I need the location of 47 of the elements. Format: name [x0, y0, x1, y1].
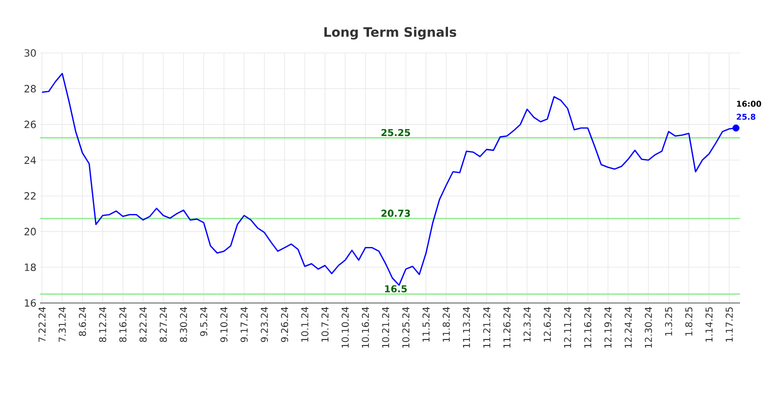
x-tick-label: 1.14.25	[705, 307, 713, 342]
y-tick-label: 16	[24, 299, 36, 307]
x-tick-label: 9.26.24	[280, 307, 288, 342]
x-tick-label: 9.5.24	[200, 307, 208, 336]
x-tick-label: 8.16.24	[119, 307, 126, 342]
x-tick-label: 1.8.25	[685, 307, 692, 336]
x-tick-label: 11.21.24	[483, 307, 490, 348]
x-tick-label: 10.7.24	[321, 307, 329, 342]
x-tick-label: 12.30.24	[644, 307, 652, 348]
x-tick-label: 11.13.24	[462, 307, 470, 348]
x-tick-label: 8.30.24	[180, 307, 188, 342]
x-tick-label: 7.31.24	[58, 307, 66, 342]
x-tick-label: 10.21.24	[382, 307, 390, 348]
x-tick-label: 8.12.24	[99, 307, 106, 342]
y-tick-label: 24	[24, 156, 36, 164]
ref-line-label: 20.73	[382, 210, 410, 217]
x-tick-label: 8.22.24	[139, 307, 147, 342]
x-tick-label: 8.6.24	[78, 307, 86, 336]
x-tick-label: 12.19.24	[604, 307, 612, 348]
y-tick-label: 22	[24, 192, 36, 200]
x-tick-label: 10.25.24	[402, 307, 410, 348]
x-tick-label: 9.17.24	[240, 307, 248, 342]
x-tick-label: 11.26.24	[503, 307, 510, 348]
x-tick-label: 10.10.24	[342, 307, 349, 348]
ref-line-label: 16.5	[385, 285, 407, 292]
x-tick-label: 8.27.24	[160, 307, 167, 342]
x-tick-label: 12.24.24	[624, 307, 632, 348]
y-tick-label: 30	[24, 49, 36, 57]
x-tick-label: 12.3.24	[524, 307, 531, 342]
x-tick-label: 11.8.24	[442, 307, 450, 342]
x-tick-label: 7.22.24	[38, 307, 46, 342]
x-tick-label: 10.1.24	[301, 307, 308, 342]
chart-title: Long Term Signals	[324, 26, 456, 40]
x-tick-label: 11.5.24	[422, 307, 430, 342]
x-tick-label: 1.3.25	[665, 307, 672, 336]
y-tick-label: 28	[24, 84, 36, 92]
y-tick-label: 18	[24, 264, 36, 272]
x-tick-label: 12.16.24	[584, 307, 592, 348]
x-tick-label: 12.11.24	[564, 307, 572, 348]
x-tick-label: 1.17.25	[726, 307, 733, 342]
y-tick-label: 20	[24, 228, 36, 236]
x-tick-label: 9.23.24	[260, 307, 268, 342]
ref-line-label: 25.25	[382, 128, 410, 136]
x-tick-label: 10.16.24	[362, 307, 369, 348]
x-tick-label: 9.10.24	[220, 307, 228, 342]
y-tick-label: 26	[24, 120, 36, 128]
x-tick-label: 12.6.24	[544, 307, 551, 342]
